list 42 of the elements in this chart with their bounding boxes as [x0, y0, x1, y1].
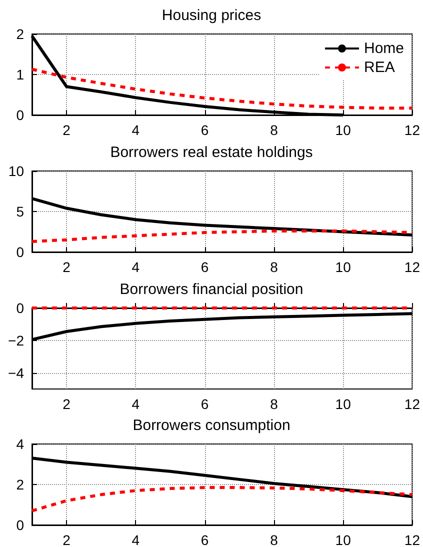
x-tick-label: 6	[200, 258, 209, 275]
x-tick-label: 12	[404, 396, 420, 412]
x-tick-label: 8	[270, 396, 278, 412]
y-tick-label: 2	[16, 26, 24, 42]
x-tick-label: 6	[200, 532, 209, 547]
y-tick-label: −2	[8, 332, 24, 348]
x-tick-label: 4	[132, 258, 140, 275]
chart-title: Borrowers financial position	[120, 280, 304, 298]
y-tick-label: 1	[16, 66, 24, 82]
x-tick-label: 8	[270, 532, 278, 547]
x-tick-label: 6	[200, 396, 209, 412]
y-tick-label: 2	[16, 476, 24, 493]
y-tick-label: 4	[16, 436, 24, 452]
chart-title: Borrowers consumption	[132, 417, 290, 434]
chart-title: Borrowers real estate holdings	[110, 144, 313, 161]
x-tick-label: 12	[404, 122, 420, 138]
x-tick-label: 12	[404, 258, 420, 275]
x-tick-label: 8	[270, 122, 278, 138]
x-tick-label: 8	[270, 258, 278, 275]
y-tick-label: 0	[16, 300, 24, 316]
x-tick-label: 2	[62, 396, 71, 412]
x-tick-label: 2	[62, 532, 71, 547]
x-tick-label: 6	[200, 122, 209, 138]
x-tick-label: 10	[335, 122, 352, 138]
x-tick-label: 10	[335, 396, 352, 412]
chart-title: Housing prices	[162, 7, 262, 24]
x-tick-label: 4	[132, 532, 140, 547]
x-tick-label: 12	[404, 532, 420, 547]
x-tick-label: 2	[62, 258, 71, 275]
y-tick-label: 10	[8, 162, 24, 179]
x-tick-label: 4	[132, 396, 140, 412]
y-tick-label: −4	[8, 364, 24, 380]
x-tick-label: 10	[335, 532, 352, 547]
legend-label: REA	[364, 59, 395, 76]
x-tick-label: 2	[62, 122, 71, 138]
y-tick-label: 0	[16, 107, 24, 123]
x-tick-label: 10	[335, 258, 352, 275]
x-tick-label: 4	[132, 122, 140, 138]
legend-label: Home	[364, 40, 404, 57]
y-tick-label: 0	[16, 244, 24, 260]
y-tick-label: 0	[16, 517, 24, 534]
y-tick-label: 5	[16, 203, 24, 220]
